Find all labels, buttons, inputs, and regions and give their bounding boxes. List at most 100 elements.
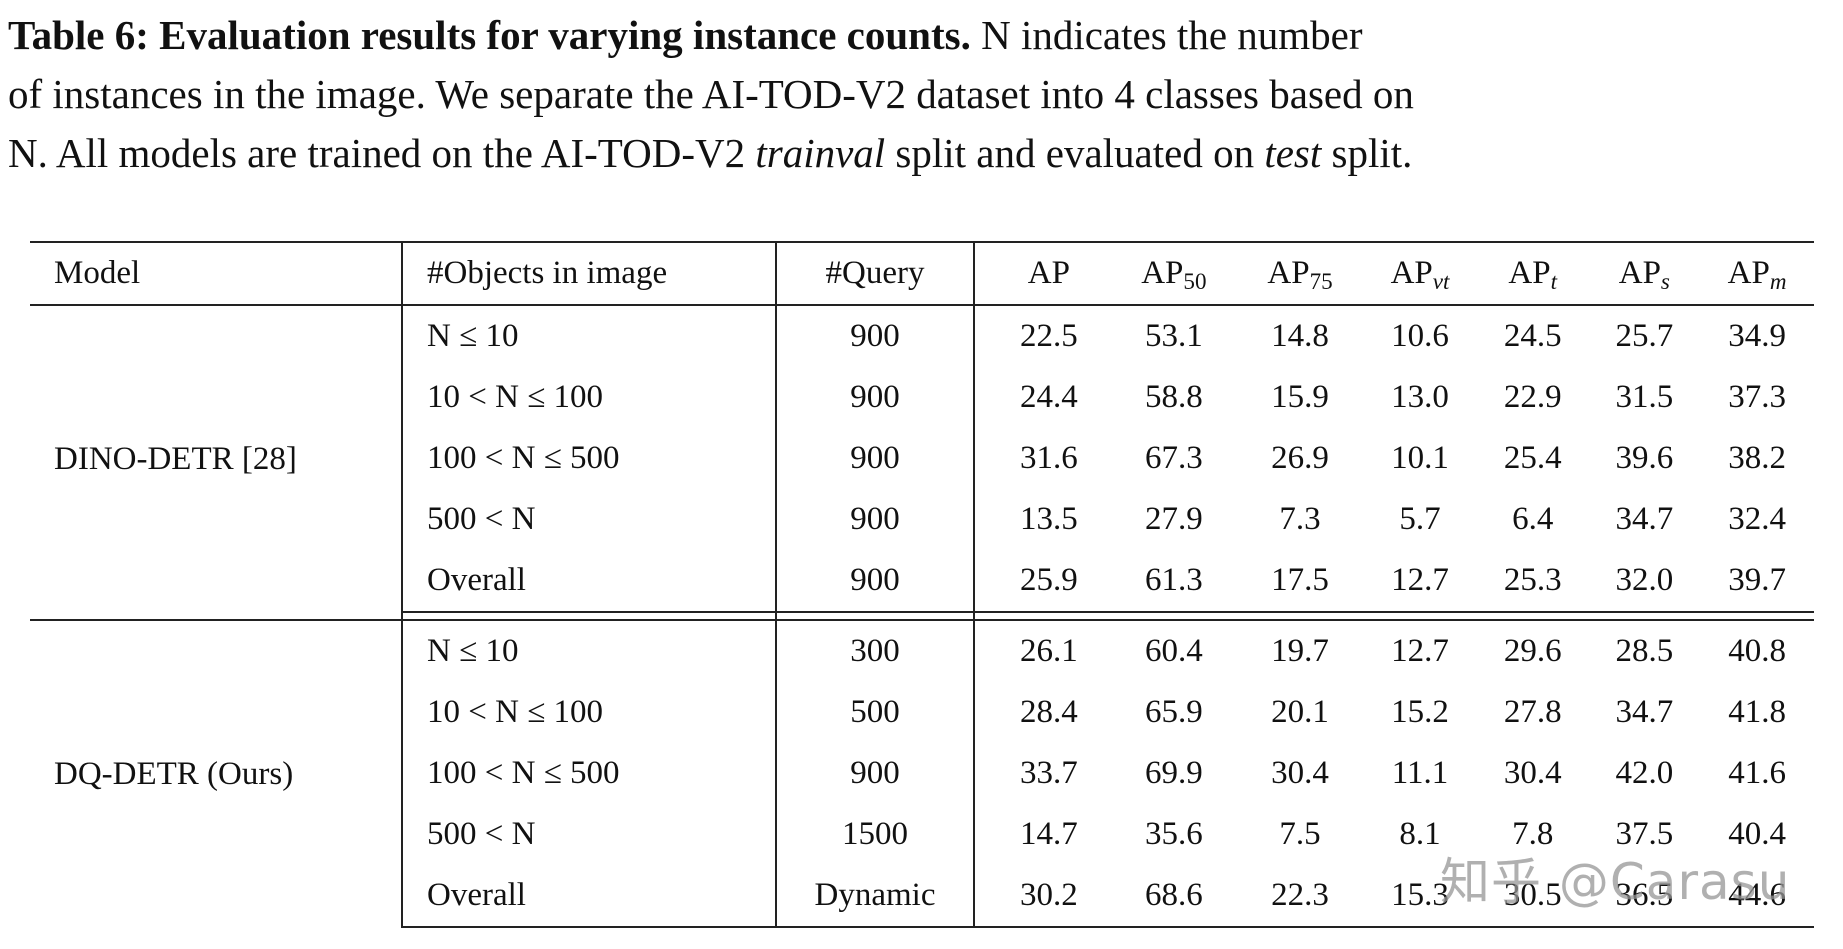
metric-value: 33.7 [1020, 755, 1078, 791]
metric-value: 39.6 [1615, 440, 1674, 476]
metric-value: 24.4 [1020, 379, 1078, 415]
metric-value: 25.9 [974, 550, 1111, 613]
caption-label: Table 6: Evaluation results for varying … [8, 12, 971, 58]
metric-value: 30.4 [1503, 755, 1562, 791]
query-count: 900 [775, 305, 975, 367]
model-name: DQ-DETR (Ours) [30, 619, 402, 927]
caption-text-1: N indicates the number [970, 12, 1363, 58]
header-ap75: AP75 [1236, 241, 1364, 306]
metric-value: 67.3 [1144, 440, 1203, 476]
table-row: 500 < N 1500 14.7 35.6 7.5 8.1 7.8 37.5 40.4 [30, 804, 1814, 865]
metric-value: 41.6 [1728, 755, 1786, 791]
table-row: 100 < N ≤ 500 900 33.7 69.9 30.4 11.1 30.4 42.0… [30, 743, 1814, 804]
metric-value: 22.9 [1503, 379, 1562, 415]
table-row: 10 < N ≤ 100 900 24.4 58.8 15.9 13.0 22.9 31.5 3… [30, 367, 1814, 428]
metric-value: 28.5 [1588, 619, 1701, 682]
metric-value: 41.8 [1728, 694, 1786, 730]
metric-value: 65.9 [1144, 694, 1203, 730]
metric-value: 15.9 [1271, 379, 1329, 415]
metric-value: 12.7 [1363, 619, 1477, 682]
results-table: Model #Objects in image #Query AP AP50 A… [30, 241, 1814, 928]
query-count: 300 [775, 619, 975, 682]
metric-value: 10.1 [1391, 440, 1449, 476]
table-row: 500 < N 900 13.5 27.9 7.3 5.7 6.4 34.7 32.4 [30, 489, 1814, 550]
metric-value: 36.5 [1588, 865, 1701, 928]
metric-value: 42.0 [1615, 755, 1674, 791]
metric-value: 26.9 [1271, 440, 1329, 476]
metric-value: 15.3 [1363, 865, 1477, 928]
model-name: DINO-DETR [28] [54, 440, 297, 477]
metric-value: 30.4 [1271, 755, 1329, 791]
header-query: #Query [775, 241, 975, 306]
table-row: Overall 900 25.9 61.3 17.5 12.7 25.3 32.0 39.7 [30, 550, 1814, 613]
header-ap50: AP50 [1110, 241, 1237, 306]
table-row: DINO-DETR [28] N ≤ 10 900 22.5 53.1 14.8 10.6 2… [30, 305, 1814, 477]
metric-value: 68.6 [1110, 865, 1237, 928]
table-row: 100 < N ≤ 500 900 31.6 67.3 26.9 10.1 25.4 39.6… [30, 428, 1814, 489]
metric-value: 14.7 [1020, 816, 1078, 852]
group-separator [30, 612, 1814, 620]
header-ap: AP [974, 241, 1111, 306]
metric-value: 14.8 [1271, 318, 1329, 354]
header-row: Model #Objects in image #Query AP AP50 A… [30, 241, 1814, 306]
metric-value: 32.4 [1728, 501, 1786, 537]
caption-line-2: of instances in the image. We separate t… [8, 71, 1414, 117]
metric-value: 53.1 [1144, 318, 1203, 354]
objects-range: 10 < N ≤ 100 [401, 682, 776, 743]
metric-value: 37.5 [1615, 816, 1674, 852]
table-caption: Table 6: Evaluation results for varying … [8, 6, 1843, 183]
objects-range: 500 < N [401, 804, 776, 865]
metric-value: 25.7 [1615, 318, 1674, 354]
metric-value: 40.4 [1728, 816, 1786, 852]
objects-range: 10 < N ≤ 100 [401, 367, 776, 428]
metric-value: 5.7 [1399, 501, 1441, 537]
metric-value: 28.4 [1020, 694, 1078, 730]
metric-value: 25.4 [1503, 440, 1562, 476]
metric-value: 15.2 [1391, 694, 1449, 730]
header-apvt: APvt [1363, 241, 1477, 306]
metric-value: 13.5 [1020, 501, 1078, 537]
group-dino-detr: DINO-DETR [28] N ≤ 10 900 22.5 53.1 14.8 10.6 2… [30, 305, 1814, 613]
metric-value: 13.0 [1391, 379, 1449, 415]
metric-value: 31.5 [1615, 379, 1674, 415]
metric-value: 25.3 [1476, 550, 1589, 613]
metric-value: 20.1 [1271, 694, 1329, 730]
metric-value: 34.7 [1615, 694, 1674, 730]
caption-line-1: Table 6: Evaluation results for varying … [8, 6, 1843, 65]
caption-italic-trainval: trainval [755, 130, 886, 176]
metric-value: 7.5 [1279, 816, 1321, 852]
header-apt: APt [1476, 241, 1589, 306]
metric-value: 34.9 [1728, 318, 1786, 354]
metric-value: 40.8 [1700, 619, 1814, 682]
metric-value: 29.6 [1476, 619, 1589, 682]
metric-value: 37.3 [1728, 379, 1786, 415]
query-count: 900 [775, 367, 975, 428]
objects-range: N ≤ 10 [401, 305, 776, 367]
caption-text-3c: split. [1321, 130, 1413, 176]
objects-range: 500 < N [401, 489, 776, 550]
objects-range: Overall [401, 865, 776, 928]
table-row: DQ-DETR (Ours) N ≤ 10 300 26.1 60.4 19.7 12.7 2… [30, 619, 1814, 927]
objects-range: N ≤ 10 [401, 619, 776, 682]
metric-value: 61.3 [1110, 550, 1237, 613]
metric-value: 12.7 [1363, 550, 1477, 613]
metric-value: 38.2 [1728, 440, 1786, 476]
header-aps: APs [1588, 241, 1701, 306]
metric-value: 27.9 [1144, 501, 1203, 537]
metric-value: 10.6 [1391, 318, 1449, 354]
metric-value: 26.1 [974, 619, 1111, 682]
caption-line-3: N. All models are trained on the AI-TOD-… [8, 124, 1843, 183]
metric-value: 17.5 [1236, 550, 1364, 613]
header-apm: APm [1700, 241, 1814, 306]
metric-value: 60.4 [1110, 619, 1237, 682]
query-count: 500 [775, 682, 975, 743]
metric-value: 22.5 [1020, 318, 1078, 354]
query-count: 900 [775, 489, 975, 550]
metric-value: 7.8 [1512, 816, 1554, 852]
metric-value: 30.2 [974, 865, 1111, 928]
metric-value: 58.8 [1144, 379, 1203, 415]
objects-range: Overall [401, 550, 776, 613]
metric-value: 35.6 [1144, 816, 1203, 852]
header-objects: #Objects in image [401, 241, 776, 306]
query-count: 900 [775, 550, 975, 613]
